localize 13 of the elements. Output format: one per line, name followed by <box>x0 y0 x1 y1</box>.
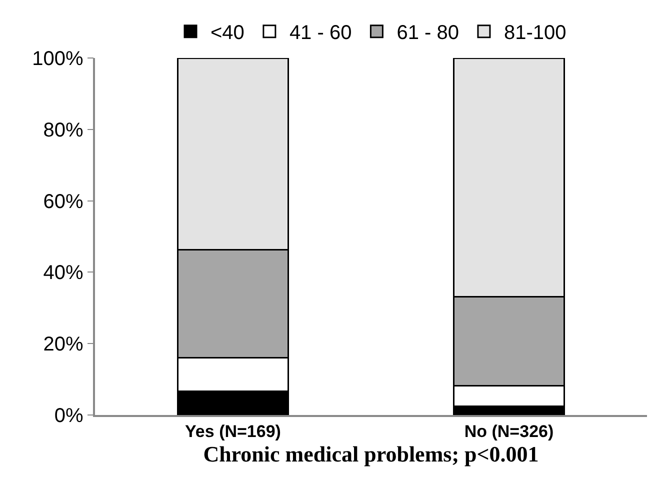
y-tick-label: 20% <box>43 334 84 356</box>
legend-label: 41 - 60 <box>289 22 352 44</box>
legend-label: 61 - 80 <box>396 22 459 44</box>
legend-label: 81-100 <box>504 22 566 44</box>
y-tick-label: 80% <box>43 119 84 142</box>
x-tick-label: Yes (N=169) <box>185 422 281 442</box>
legend-label: <40 <box>210 22 244 44</box>
y-tick-label: 40% <box>43 262 84 284</box>
x-tick-label: No (N=326) <box>464 422 554 442</box>
y-tick-label: 100% <box>32 48 84 70</box>
y-tick-label: 60% <box>43 190 84 213</box>
y-tick-label: 0% <box>54 405 84 427</box>
x-axis-title: Chronic medical problems; p<0.001 <box>203 442 539 467</box>
